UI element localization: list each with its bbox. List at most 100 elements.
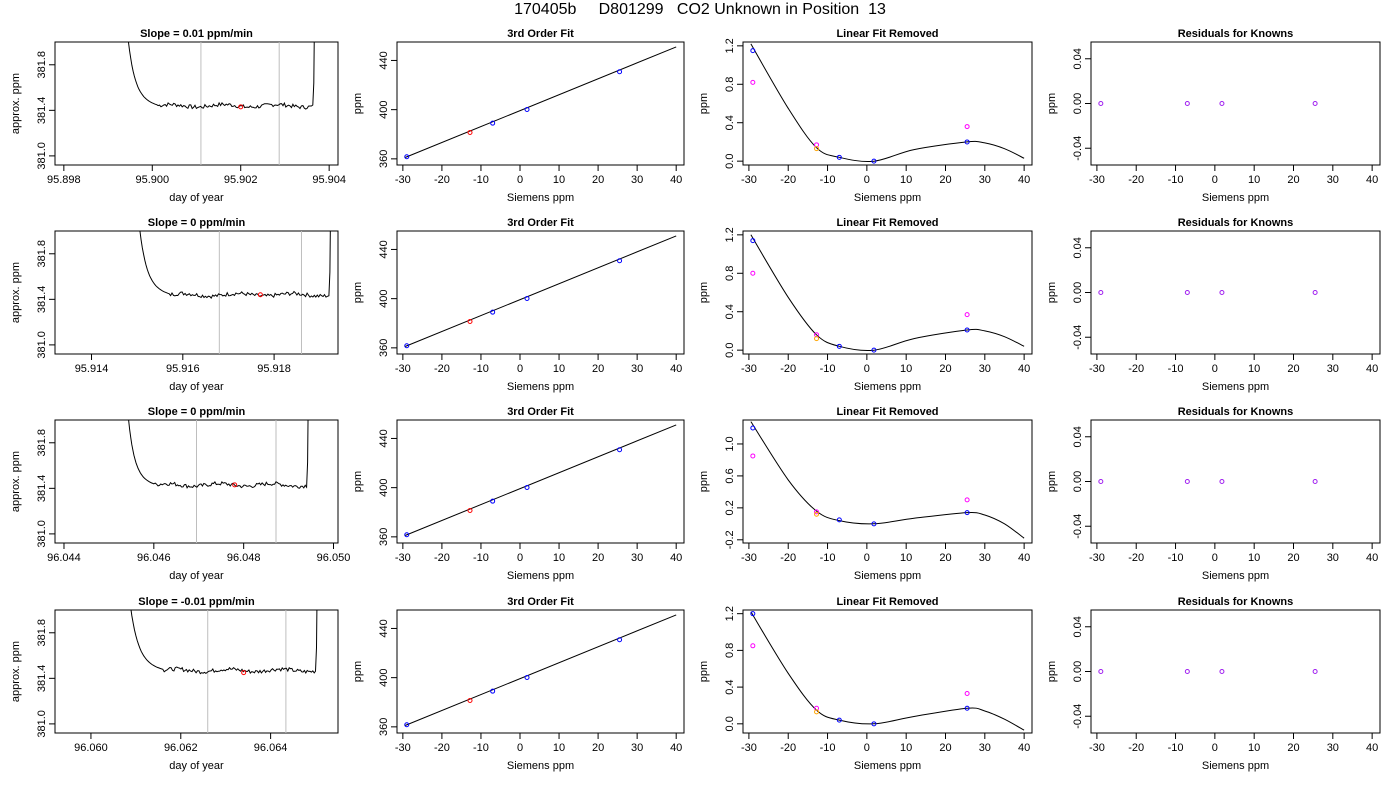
x-tick-label: 20: [1287, 174, 1299, 186]
plot-area: [750, 234, 1025, 353]
panel-title: 3rd Order Fit: [507, 596, 574, 608]
panel-fit-row-0: 3rd Order Fit -30 -20 -10 0 10 20 30 40 360 400 440…: [352, 28, 685, 204]
y-tick-label: 0.00: [1072, 282, 1084, 303]
unknown-point: [467, 698, 473, 704]
plot-area: [404, 46, 677, 160]
concentration-trace: [139, 231, 331, 299]
x-axis-label: day of year: [169, 381, 224, 393]
x-tick-label: 0: [517, 742, 523, 754]
x-tick-label: 10: [553, 174, 565, 186]
plot-frame: [1090, 419, 1381, 544]
x-tick-label: -10: [1168, 552, 1184, 564]
x-tick-label: -20: [434, 552, 450, 564]
x-axis-label: Siemens ppm: [507, 570, 574, 582]
x-axis-label: Siemens ppm: [1202, 192, 1269, 204]
x-tick-label: 10: [1248, 363, 1260, 375]
known-point: [750, 611, 756, 617]
x-tick-label: 40: [1018, 742, 1030, 754]
x-tick-label: 96.046: [137, 552, 171, 564]
x-axis-label: Siemens ppm: [1202, 570, 1269, 582]
panel-residuals-row-0: Residuals for Knowns -30 -20 -10 0 10 20 30 40 -0…: [1046, 28, 1381, 204]
panel-title: Linear Fit Removed: [836, 28, 938, 40]
x-axis-label: Siemens ppm: [507, 760, 574, 772]
y-axis-label: ppm: [698, 471, 710, 492]
x-tick-label: 30: [631, 552, 643, 564]
residual-point: [1184, 101, 1190, 106]
x-tick-label: -10: [473, 552, 489, 564]
y-tick-label: 1.2: [724, 606, 736, 621]
x-tick-label: 20: [939, 742, 951, 754]
x-tick-label: 95.898: [47, 174, 81, 186]
y-tick-label: -0.2: [724, 530, 736, 549]
panel-title: Linear Fit Removed: [836, 217, 938, 229]
x-axis-label: Siemens ppm: [507, 192, 574, 204]
cubic-residual-curve: [750, 43, 1025, 162]
y-tick-label: 381.8: [36, 51, 48, 79]
panel-title: Slope = 0 ppm/min: [148, 217, 246, 229]
panel-title: Slope = 0.01 ppm/min: [140, 28, 253, 40]
panel-residuals-row-3: Residuals for Knowns -30 -20 -10 0 10 20 30 40 -0…: [1046, 596, 1381, 772]
initial-point: [750, 643, 756, 649]
y-tick-label: 0.04: [1072, 48, 1084, 69]
panel-title: Residuals for Knowns: [1178, 406, 1294, 418]
x-tick-label: 0: [864, 742, 870, 754]
unknown-point: [467, 319, 473, 325]
x-axis-label: Siemens ppm: [1202, 760, 1269, 772]
panel-title: 3rd Order Fit: [507, 217, 574, 229]
x-tick-label: 30: [1327, 363, 1339, 375]
residual-point: [1098, 479, 1104, 484]
residual-point: [1098, 101, 1104, 106]
initial-point: [964, 312, 970, 318]
panel-fit-row-3: 3rd Order Fit -30 -20 -10 0 10 20 30 40 360 400 440…: [352, 596, 685, 772]
x-tick-label: 10: [553, 742, 565, 754]
known-point: [871, 158, 877, 164]
y-axis-label: approx. ppm: [10, 73, 22, 134]
x-tick-label: -20: [1128, 174, 1144, 186]
page-title: 170405b D801299 CO2 Unknown in Position …: [514, 1, 886, 18]
y-tick-label: 360: [378, 528, 390, 546]
panel-title: Slope = 0 ppm/min: [148, 406, 246, 418]
x-tick-label: -30: [741, 552, 757, 564]
x-tick-label: 20: [939, 174, 951, 186]
x-tick-label: -30: [395, 742, 411, 754]
x-tick-label: 30: [631, 363, 643, 375]
known-point: [871, 347, 877, 353]
y-tick-label: 0.00: [1072, 471, 1084, 492]
y-axis-label: ppm: [352, 93, 364, 114]
known-point: [836, 517, 842, 523]
y-axis-label: ppm: [698, 661, 710, 682]
initial-point: [964, 691, 970, 697]
x-tick-label: -10: [1168, 742, 1184, 754]
y-axis-label: approx. ppm: [10, 262, 22, 323]
x-tick-label: 95.914: [75, 363, 109, 375]
y-axis-label: approx. ppm: [10, 451, 22, 512]
x-tick-label: 20: [1287, 363, 1299, 375]
panel-title: Linear Fit Removed: [836, 406, 938, 418]
known-point: [404, 154, 410, 160]
panel-linear-removed-row-3: Linear Fit Removed -30 -20 -10 0 10 20 30 40 0.0 0…: [698, 596, 1033, 772]
x-tick-label: 0: [864, 552, 870, 564]
known-point: [964, 705, 970, 711]
plot-frame: [742, 41, 1033, 166]
y-tick-label: 0.4: [724, 115, 736, 130]
x-tick-label: -20: [434, 363, 450, 375]
x-tick-label: -30: [395, 552, 411, 564]
initial-point: [964, 497, 970, 503]
panel-title: 3rd Order Fit: [507, 28, 574, 40]
x-tick-label: 40: [1018, 363, 1030, 375]
x-tick-label: -10: [820, 363, 836, 375]
known-point: [617, 447, 623, 453]
known-point: [964, 139, 970, 145]
panel-fit-row-2: 3rd Order Fit -30 -20 -10 0 10 20 30 40 360 400 440…: [352, 406, 685, 582]
y-tick-label: 1.2: [724, 227, 736, 242]
cubic-residual-curve: [750, 234, 1025, 351]
x-tick-label: 96.062: [164, 742, 198, 754]
y-tick-label: 381.4: [36, 97, 48, 125]
x-tick-label: 10: [900, 552, 912, 564]
panel-title: Residuals for Knowns: [1178, 596, 1294, 608]
initial-point: [964, 124, 970, 130]
y-tick-label: 0.6: [724, 468, 736, 483]
alt-point: [814, 146, 820, 152]
plot-frame: [54, 609, 339, 734]
y-tick-label: 0.00: [1072, 661, 1084, 682]
